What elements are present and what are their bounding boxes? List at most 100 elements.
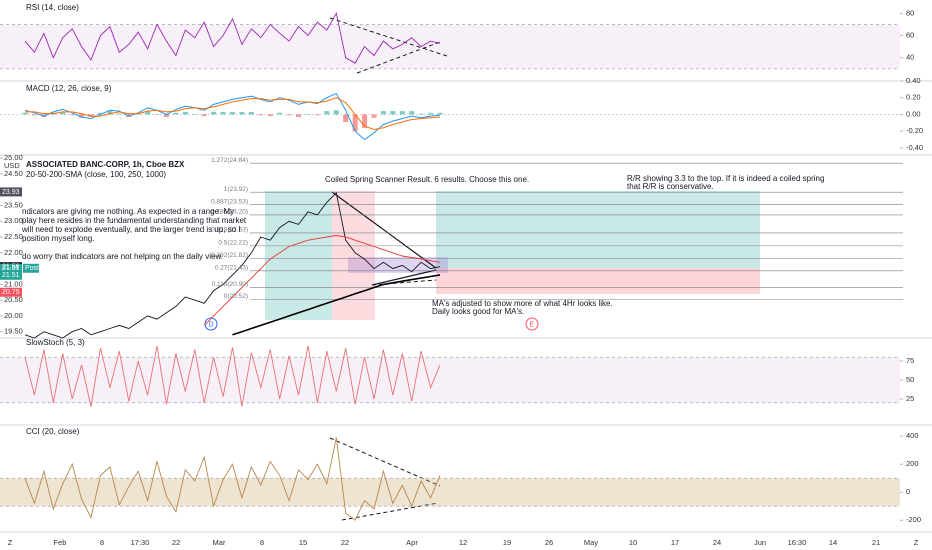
macd-histogram xyxy=(371,114,377,118)
macd-histogram xyxy=(380,111,386,115)
y-tick-label: 0 xyxy=(906,487,910,496)
x-tick-label: 12 xyxy=(459,538,467,547)
macd-histogram xyxy=(22,112,28,115)
macd-histogram xyxy=(267,114,273,117)
earnings-marker[interactable] xyxy=(525,317,539,331)
y-tick-label: 80 xyxy=(906,8,914,17)
note-line: position myself long. xyxy=(22,234,94,243)
x-tick-label: 16:30 xyxy=(788,538,807,547)
pane-label: RSI (14, close) xyxy=(26,3,79,12)
macd-histogram xyxy=(286,114,292,116)
pane-label: MACD (12, 26, close, 9) xyxy=(26,84,112,93)
macd-line xyxy=(24,92,441,141)
y-tick-label: 50 xyxy=(906,375,914,384)
currency: USD xyxy=(4,161,20,170)
macd-histogram xyxy=(324,111,330,115)
fib-label: 0.27(21.43) xyxy=(215,265,248,272)
short-box xyxy=(332,191,375,320)
band xyxy=(0,478,900,507)
y-tick-label: 20.50 xyxy=(4,295,23,304)
fib-label: 0.113(20.90) xyxy=(212,281,248,288)
x-tick-label: 8 xyxy=(260,538,264,547)
target-box xyxy=(436,191,760,268)
annotation: Daily looks good for MA's. xyxy=(432,307,524,316)
macd-histogram xyxy=(277,112,283,115)
price-badge-label: 21.56 xyxy=(2,264,20,271)
price-badge xyxy=(0,263,22,273)
macd-histogram xyxy=(343,114,349,122)
annotation: Coiled Spring Scanner Result. 6 results.… xyxy=(325,175,529,184)
sma-line xyxy=(232,274,441,336)
annotation: MA's adjusted to show more of what 4Hr l… xyxy=(432,299,613,308)
symbol-title: ASSOCIATED BANC-CORP, 1h, Cboe BZX xyxy=(26,160,185,169)
annotation: that R/R is conservative. xyxy=(627,182,714,191)
x-tick-label: Jun xyxy=(754,538,766,547)
session-tag-label: Post xyxy=(25,265,39,272)
stop-box xyxy=(436,268,760,294)
macd-histogram xyxy=(239,111,245,115)
x-tick-label: 21 xyxy=(872,538,880,547)
texts: RSI (14, close) MACD (12, 26, close, 9) … xyxy=(2,3,923,547)
x-tick-label: Mar xyxy=(213,538,226,547)
macd-histogram xyxy=(163,114,169,117)
macd-histogram xyxy=(352,114,358,132)
cci-line xyxy=(24,437,441,521)
macd-histogram xyxy=(220,111,226,115)
macd-histogram xyxy=(437,112,443,115)
trendline xyxy=(371,269,437,286)
x-tick-label: 17:30 xyxy=(131,538,150,547)
macd-histogram xyxy=(145,111,151,115)
x-tick-label: Z xyxy=(914,538,919,547)
fib-label: 0.887(23.53) xyxy=(211,198,248,205)
trendline xyxy=(341,502,439,521)
macd-histogram xyxy=(399,111,405,115)
macd-histogram xyxy=(428,112,434,115)
macd-histogram xyxy=(230,111,235,115)
note-line: play here resides in the fundamental und… xyxy=(22,216,247,225)
band xyxy=(0,24,900,69)
macd-histogram xyxy=(107,111,113,115)
fib-label: 0.618(22.63) xyxy=(211,227,248,234)
macd-histogram xyxy=(31,114,37,116)
price-badge xyxy=(0,287,22,297)
macd-histogram xyxy=(409,111,415,115)
macd-histogram xyxy=(362,114,368,128)
x-tick-label: 14 xyxy=(829,538,837,547)
macd-histogram xyxy=(418,113,424,115)
macd-histogram xyxy=(173,112,179,115)
y-tick-label: 23.00 xyxy=(4,216,23,225)
macd-histogram xyxy=(182,111,188,115)
x-tick-label: May xyxy=(584,538,598,547)
fib-label: 0(20.52) xyxy=(224,293,248,300)
macd-histogram xyxy=(211,111,217,115)
macd-histogram xyxy=(305,114,311,115)
signal-line xyxy=(25,97,441,131)
x-tick-label: 19 xyxy=(503,538,511,547)
annotation: R/R showing 3.3 to the top. If it is ind… xyxy=(627,174,824,183)
y-tick-label: -0.40 xyxy=(906,143,923,152)
y-tick-label: 25 xyxy=(906,394,914,403)
x-tick-label: Feb xyxy=(54,538,67,547)
x-tick-label: 10 xyxy=(629,538,637,547)
y-tick-label: 22.00 xyxy=(4,248,23,257)
fib-label: 1.272(24.84) xyxy=(211,157,248,164)
note-line: do worry that indicators are not helping… xyxy=(22,252,223,261)
price-line xyxy=(24,191,441,339)
macd-histogram xyxy=(97,112,103,115)
price-badge-label: 23.93 xyxy=(2,189,20,196)
fib-label: 0.786(23.20) xyxy=(211,209,248,216)
pane-label: SlowStoch (5, 3) xyxy=(26,338,85,347)
macd-histogram xyxy=(192,114,198,115)
y-tick-label: 200 xyxy=(906,459,919,468)
macd-histogram xyxy=(116,113,122,115)
x-tick-label: Z xyxy=(8,538,13,547)
macd-histogram xyxy=(296,114,302,117)
x-tick-label: 22 xyxy=(341,538,349,547)
indicator-label: 20-50-200-SMA (close, 100, 250, 1000) xyxy=(26,170,166,179)
marker-label: D xyxy=(208,321,213,328)
x-tick-label: 17 xyxy=(671,538,679,547)
price-badge-label: 21.51 xyxy=(2,265,20,272)
session-tag xyxy=(23,263,39,273)
y-tick-label: -200 xyxy=(906,515,921,524)
